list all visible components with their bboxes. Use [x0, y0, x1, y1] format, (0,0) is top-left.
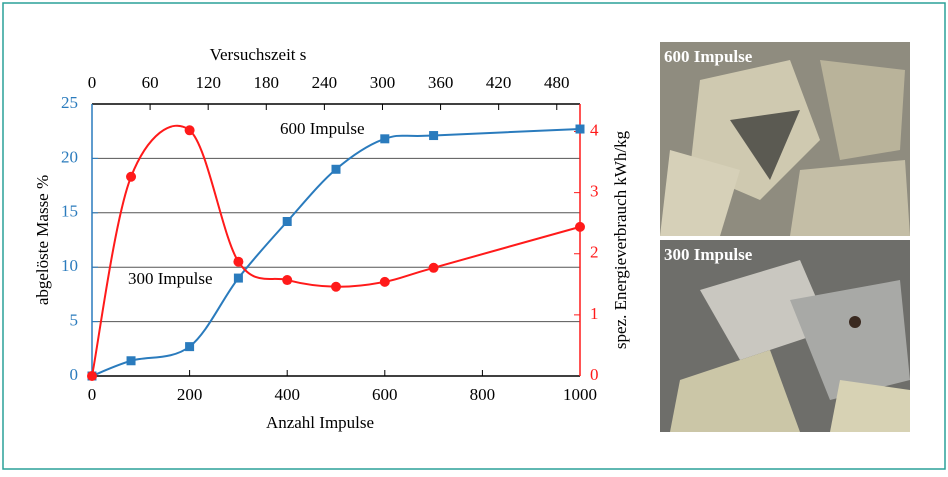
marker: [87, 371, 97, 381]
x2-tick-label: 420: [486, 73, 512, 92]
y2-tick-label: 4: [590, 120, 599, 139]
photo-label: 600 Impulse: [664, 47, 753, 66]
x2-tick-label: 60: [142, 73, 159, 92]
x-tick-label: 0: [88, 385, 97, 404]
y-tick-label: 0: [70, 365, 79, 384]
x2-tick-label: 240: [312, 73, 338, 92]
x2-tick-label: 0: [88, 73, 97, 92]
chart: 600 Impulse 300 Impulse Versuchszeit s A…: [0, 0, 948, 472]
marker: [185, 125, 195, 135]
marker: [126, 172, 136, 182]
x-tick-label: 200: [177, 385, 203, 404]
y-tick-label: 10: [61, 256, 78, 275]
x2-axis-title: Versuchszeit s: [210, 45, 307, 64]
y2-tick-label: 1: [590, 304, 599, 323]
y-tick-label: 25: [61, 93, 78, 112]
annotation: 600 Impulse: [280, 119, 365, 138]
marker: [429, 263, 439, 273]
y2-tick-label: 0: [590, 365, 599, 384]
marker: [576, 125, 585, 134]
marker: [282, 275, 292, 285]
photo-top: [660, 42, 910, 236]
marker: [233, 257, 243, 267]
x2-tick-label: 180: [254, 73, 280, 92]
marker: [234, 274, 243, 283]
marker: [332, 165, 341, 174]
marker: [283, 217, 292, 226]
x2-tick-label: 300: [370, 73, 396, 92]
y-tick-label: 20: [61, 147, 78, 166]
y2-axis-title: spez. Energieverbrauch kWh/kg: [611, 130, 630, 349]
marker: [380, 277, 390, 287]
marker: [127, 356, 136, 365]
marker: [380, 134, 389, 143]
annotation: 300 Impulse: [128, 269, 213, 288]
y-tick-label: 15: [61, 202, 78, 221]
x-tick-label: 400: [274, 385, 300, 404]
photo-label: 300 Impulse: [664, 245, 753, 264]
x2-tick-label: 360: [428, 73, 454, 92]
x-axis-title: Anzahl Impulse: [266, 413, 374, 432]
marker: [575, 222, 585, 232]
y-tick-label: 5: [70, 311, 79, 330]
x-tick-label: 800: [470, 385, 496, 404]
x2-tick-label: 120: [195, 73, 221, 92]
marker: [429, 131, 438, 140]
y2-tick-label: 3: [590, 182, 599, 201]
marker: [331, 282, 341, 292]
marker: [185, 342, 194, 351]
y2-tick-label: 2: [590, 243, 599, 262]
x-tick-label: 600: [372, 385, 398, 404]
photo-bottom: [660, 240, 910, 432]
x-tick-label: 1000: [563, 385, 597, 404]
y-axis-title: abgelöste Masse %: [33, 175, 52, 305]
x2-tick-label: 480: [544, 73, 570, 92]
